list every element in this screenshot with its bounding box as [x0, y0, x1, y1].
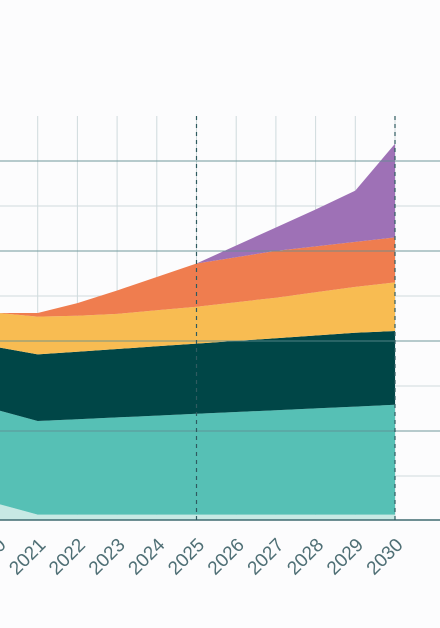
- area-series-2: [0, 404, 395, 515]
- area-series-4: [0, 282, 395, 355]
- major-gridlines: [0, 160, 440, 521]
- x-tick-label-2021: 2021: [5, 535, 50, 580]
- x-tick-label-2030: 2030: [363, 535, 408, 580]
- x-tick-label-2027: 2027: [244, 535, 289, 580]
- x-tick-label-2026: 2026: [204, 535, 249, 580]
- x-tick-label-2025: 2025: [164, 535, 209, 580]
- x-tick-label-2020: 2020: [0, 535, 11, 580]
- area-series-1: [0, 504, 395, 520]
- x-axis-tick-labels: 2020202120222023202420252026202720282029…: [0, 534, 408, 579]
- area-layers: [0, 143, 395, 520]
- area-series-3: [0, 331, 395, 421]
- x-tick-label-2023: 2023: [85, 535, 130, 580]
- highlight-lines: [195, 116, 396, 520]
- x-tick-label-2022: 2022: [45, 535, 90, 580]
- x-tick-label-2028: 2028: [283, 535, 328, 580]
- area-series-6: [0, 143, 395, 313]
- area-series-5: [0, 237, 395, 317]
- x-tick-label-2024: 2024: [125, 534, 170, 579]
- x-tick-label-2029: 2029: [323, 535, 368, 580]
